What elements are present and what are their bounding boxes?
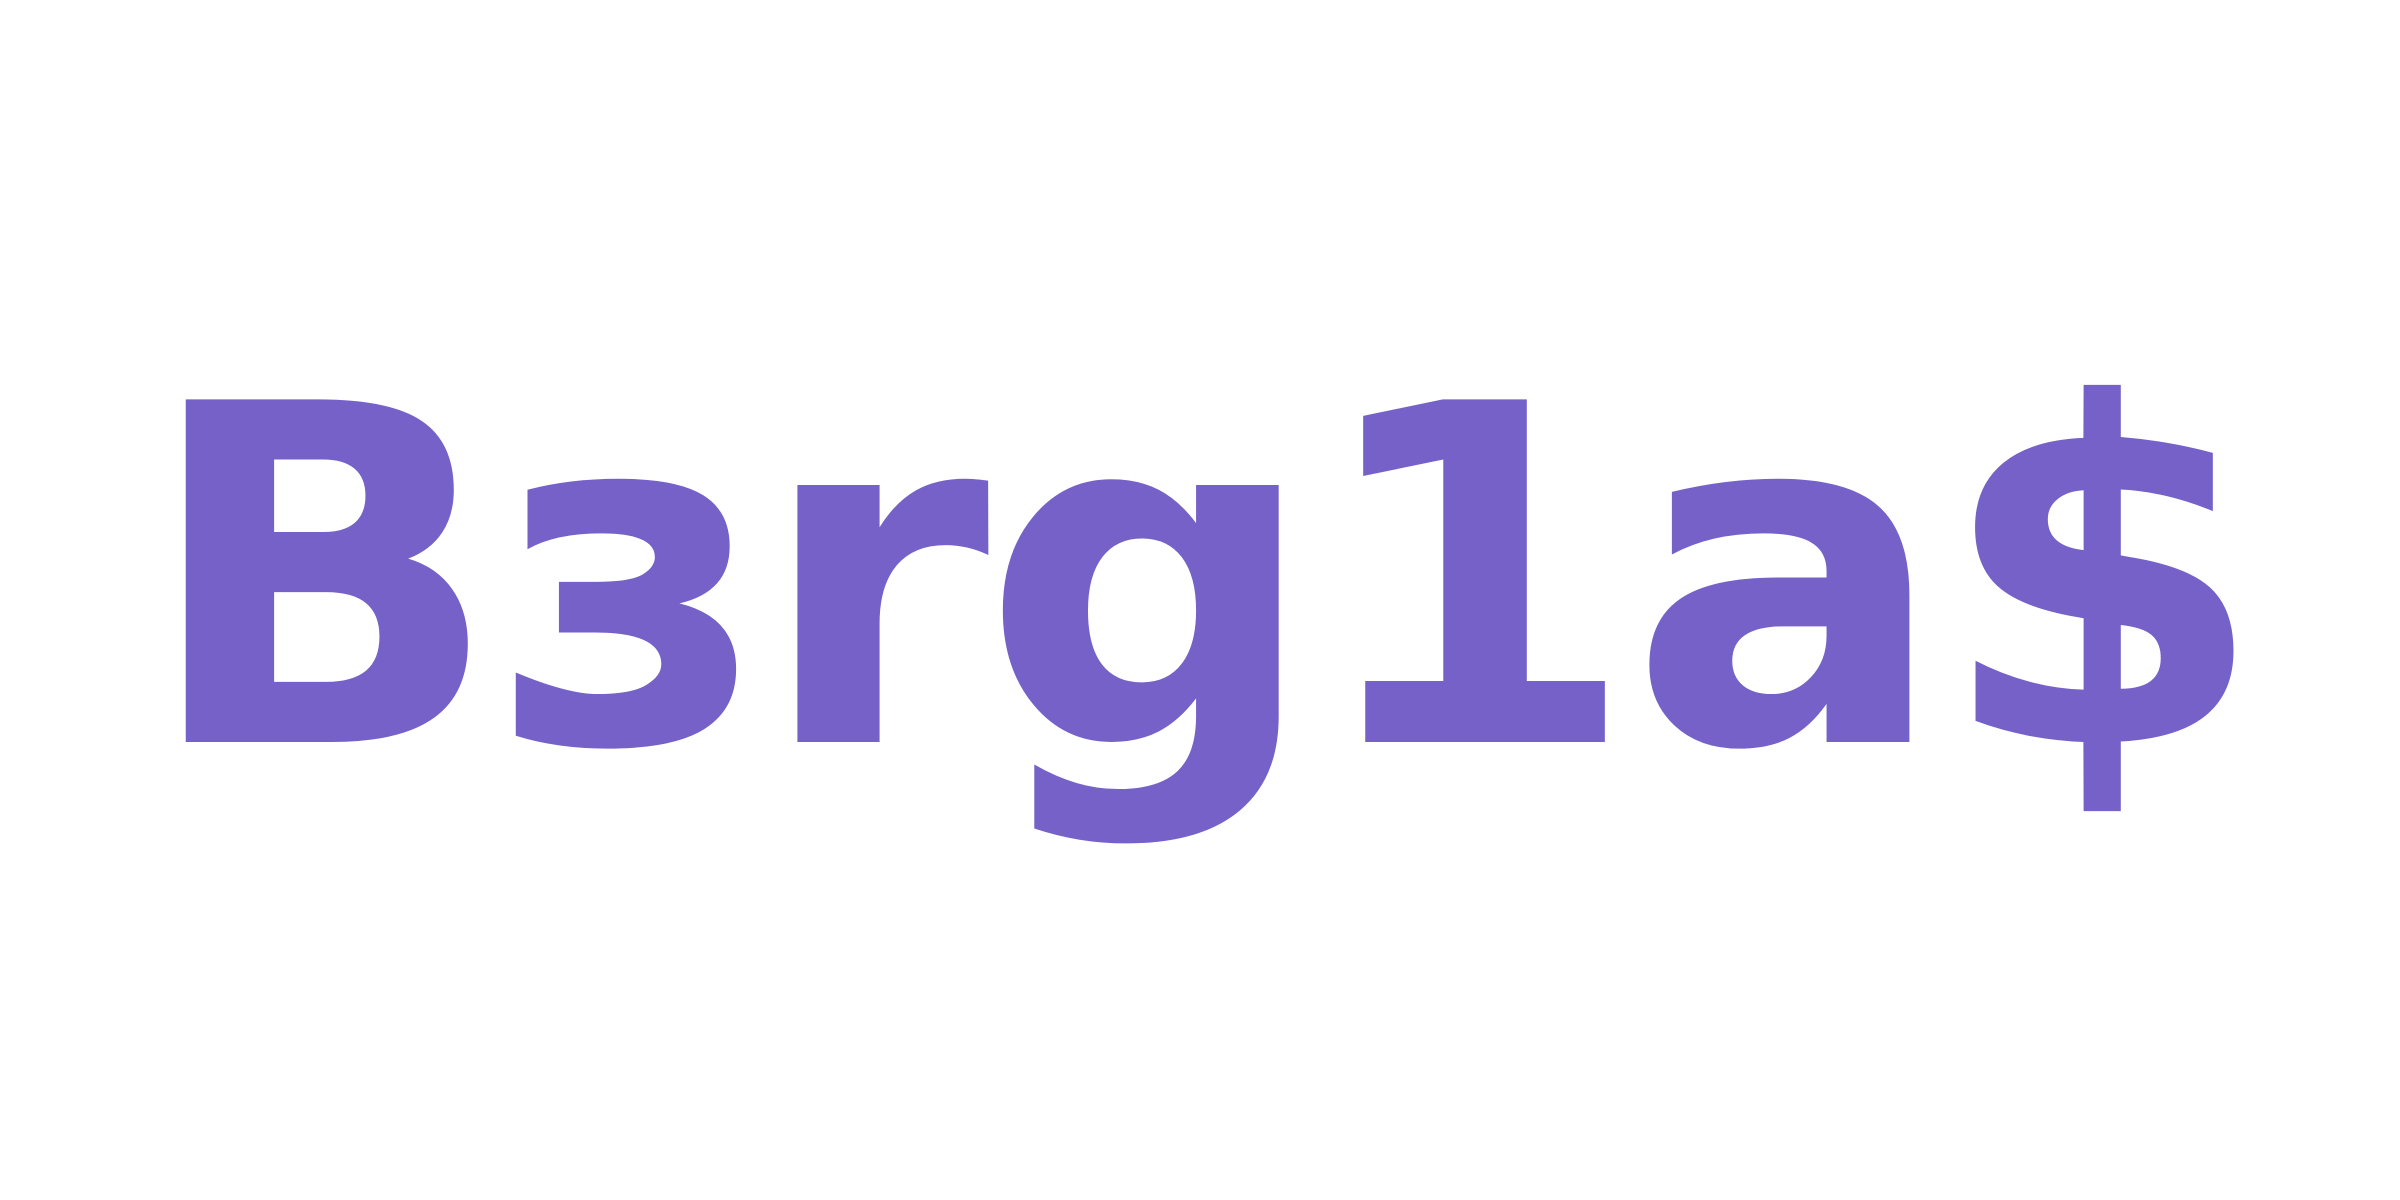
wordmark-text: Bзrg1a$	[142, 306, 2266, 853]
